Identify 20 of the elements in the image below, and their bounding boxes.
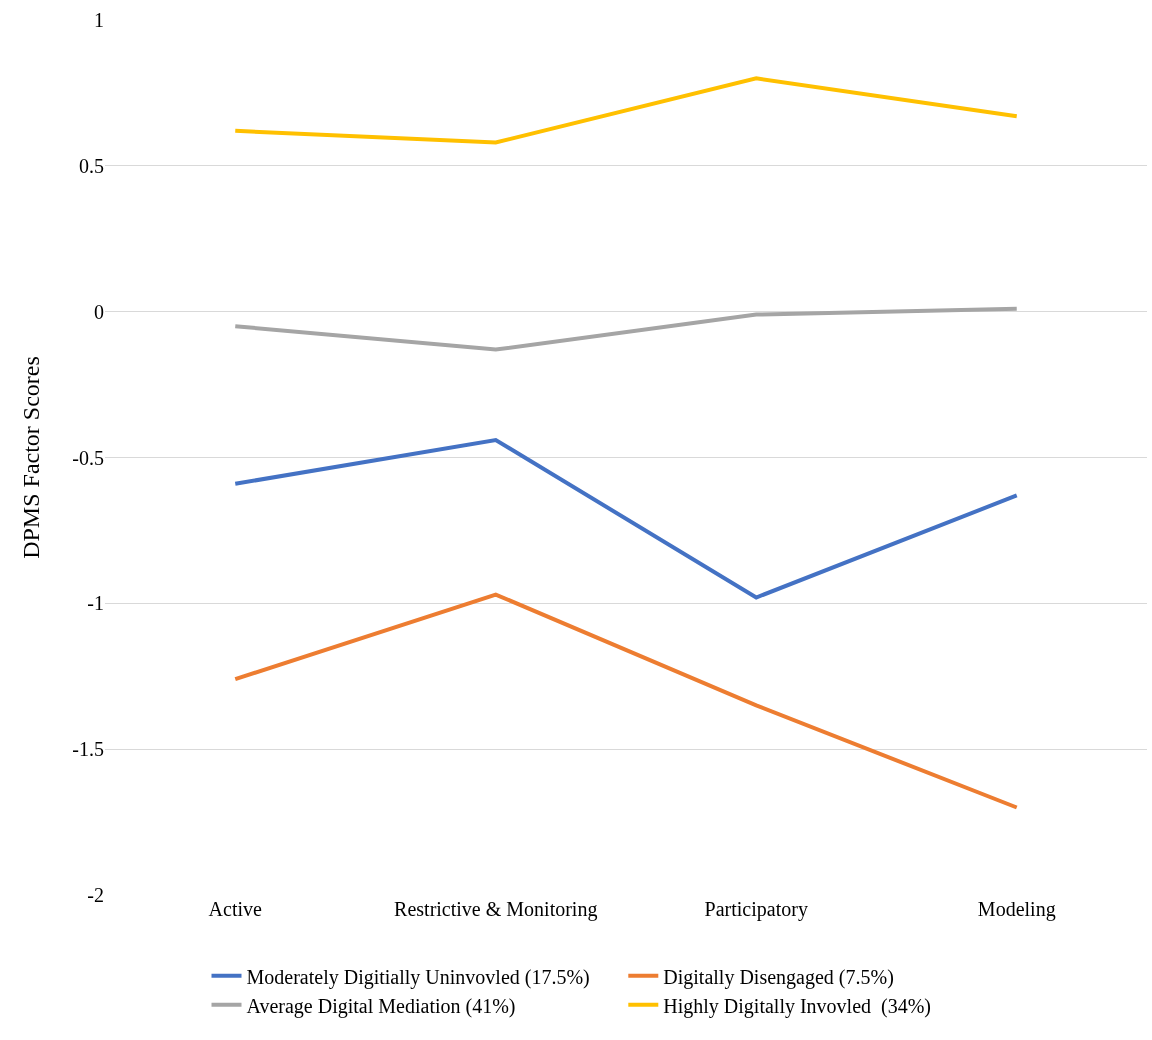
legend-label: Digitally Disengaged (7.5%) <box>663 965 894 989</box>
legend-label: Average Digital Mediation (41%) <box>246 994 516 1018</box>
line-series <box>233 592 1019 810</box>
legend-label: Moderately Digitially Uninvovled (17.5%) <box>246 965 590 989</box>
line-series <box>233 76 1019 145</box>
x-tick-label: Participatory <box>704 898 808 921</box>
y-tick-label: 1 <box>94 9 104 31</box>
legend-label: Highly Digitally Invovled (34%) <box>663 994 932 1018</box>
x-tick-label: Active <box>208 898 263 920</box>
y-tick-label: -0.5 <box>72 446 104 469</box>
y-tick-label: 0.5 <box>79 154 104 177</box>
line-series <box>233 306 1019 352</box>
y-axis-title: DPMS Factor Scores <box>18 356 45 559</box>
y-tick-label: -1 <box>87 592 104 615</box>
y-tick-label: 0 <box>94 300 104 323</box>
line-series <box>233 438 1019 600</box>
y-tick-label: -1.5 <box>72 738 104 761</box>
x-tick-label: Restrictive & Monitoring <box>394 898 598 921</box>
y-tick-label: -2 <box>87 884 104 906</box>
x-tick-label: Modeling <box>977 898 1056 921</box>
